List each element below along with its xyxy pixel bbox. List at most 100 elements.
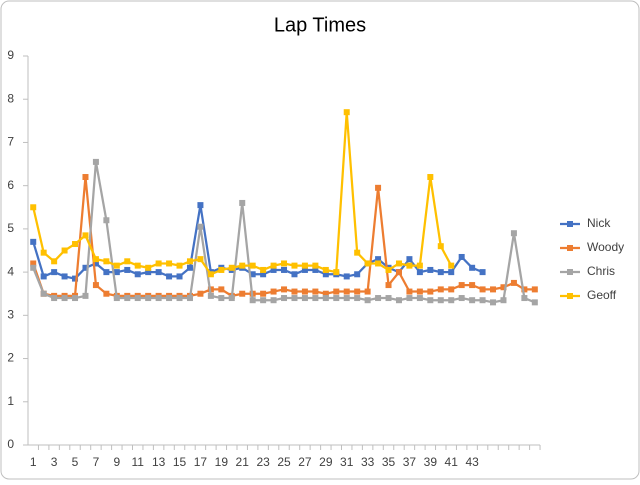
- point-marker: [30, 264, 37, 271]
- point-marker: [51, 269, 58, 276]
- point-marker: [113, 262, 120, 269]
- point-marker: [437, 243, 444, 250]
- point-marker: [197, 256, 204, 263]
- point-marker: [281, 260, 288, 267]
- point-marker: [343, 295, 350, 302]
- x-tick-label: 21: [236, 455, 250, 469]
- x-tick-label: 33: [361, 455, 375, 469]
- legend-marker: [567, 293, 573, 299]
- point-marker: [40, 273, 47, 280]
- legend-label: Woody: [587, 240, 624, 254]
- point-marker: [145, 295, 152, 302]
- point-marker: [134, 271, 141, 278]
- point-marker: [155, 295, 162, 302]
- point-marker: [364, 297, 371, 304]
- point-marker: [176, 295, 183, 302]
- y-tick-label: 5: [7, 221, 14, 235]
- x-tick-label: 29: [319, 455, 333, 469]
- point-marker: [218, 266, 225, 273]
- point-marker: [521, 286, 528, 293]
- point-marker: [186, 295, 193, 302]
- point-marker: [51, 258, 58, 265]
- point-marker: [301, 295, 308, 302]
- x-tick-label: 1: [30, 455, 37, 469]
- point-marker: [166, 273, 173, 280]
- point-marker: [395, 297, 402, 304]
- point-marker: [312, 266, 319, 273]
- point-marker: [354, 271, 361, 278]
- point-marker: [479, 269, 486, 276]
- x-tick-label: 39: [424, 455, 438, 469]
- point-marker: [301, 288, 308, 295]
- x-tick-label: 41: [445, 455, 459, 469]
- point-marker: [343, 288, 350, 295]
- legend-label: Chris: [587, 264, 615, 278]
- point-marker: [510, 279, 517, 286]
- legend-label: Nick: [587, 216, 611, 230]
- point-marker: [427, 174, 434, 181]
- legend-marker: [567, 245, 573, 251]
- point-marker: [385, 295, 392, 302]
- x-tick-label: 15: [173, 455, 187, 469]
- point-marker: [416, 269, 423, 276]
- point-marker: [375, 295, 382, 302]
- point-marker: [437, 297, 444, 304]
- point-marker: [479, 286, 486, 293]
- x-tick-label: 19: [215, 455, 229, 469]
- point-marker: [92, 158, 99, 165]
- point-marker: [228, 295, 235, 302]
- point-marker: [354, 288, 361, 295]
- point-marker: [291, 262, 298, 269]
- point-marker: [30, 204, 37, 211]
- x-tick-label: 3: [51, 455, 58, 469]
- point-marker: [301, 266, 308, 273]
- x-tick-label: 35: [382, 455, 396, 469]
- point-marker: [92, 260, 99, 267]
- point-marker: [427, 297, 434, 304]
- x-tick-label: 43: [465, 455, 479, 469]
- legend-marker: [567, 221, 573, 227]
- point-marker: [448, 262, 455, 269]
- point-marker: [61, 295, 68, 302]
- point-marker: [82, 232, 89, 239]
- x-tick-label: 25: [277, 455, 291, 469]
- y-tick-label: 9: [7, 48, 14, 62]
- point-marker: [92, 282, 99, 289]
- point-marker: [103, 290, 110, 297]
- point-marker: [510, 230, 517, 237]
- x-tick-label: 5: [72, 455, 79, 469]
- point-marker: [207, 292, 214, 299]
- point-marker: [61, 273, 68, 280]
- point-marker: [124, 295, 131, 302]
- point-marker: [375, 260, 382, 267]
- point-marker: [364, 288, 371, 295]
- point-marker: [437, 286, 444, 293]
- point-marker: [186, 258, 193, 265]
- point-marker: [72, 295, 79, 302]
- point-marker: [437, 269, 444, 276]
- point-marker: [531, 299, 538, 306]
- point-marker: [458, 282, 465, 289]
- point-marker: [166, 295, 173, 302]
- point-marker: [281, 286, 288, 293]
- y-tick-label: 4: [7, 264, 14, 278]
- point-marker: [197, 202, 204, 209]
- y-tick-label: 2: [7, 351, 14, 365]
- point-marker: [270, 262, 277, 269]
- point-marker: [531, 286, 538, 293]
- x-tick-label: 11: [131, 455, 144, 469]
- point-marker: [92, 256, 99, 263]
- y-tick-label: 7: [7, 135, 14, 149]
- x-tick-label: 31: [340, 455, 354, 469]
- point-marker: [145, 269, 152, 276]
- point-marker: [207, 271, 214, 278]
- point-marker: [385, 266, 392, 273]
- point-marker: [155, 260, 162, 267]
- point-marker: [469, 264, 476, 271]
- point-marker: [375, 184, 382, 191]
- point-marker: [469, 297, 476, 304]
- point-marker: [72, 241, 79, 248]
- x-tick-label: 27: [298, 455, 312, 469]
